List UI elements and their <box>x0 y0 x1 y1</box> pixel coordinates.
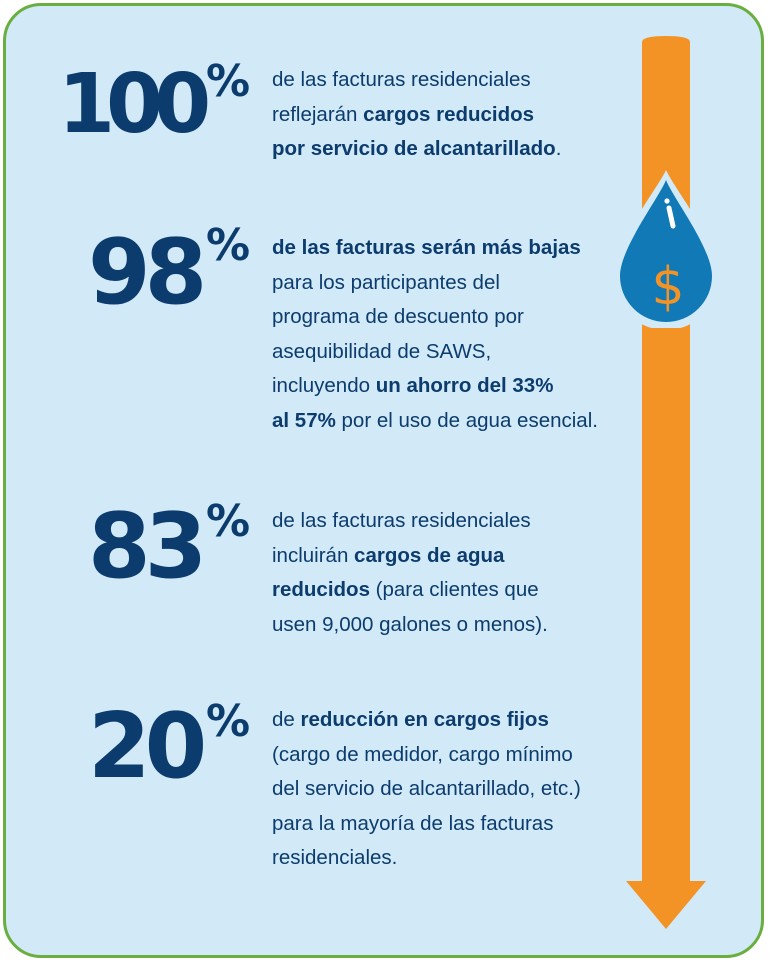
stat-number: 100 <box>58 57 211 152</box>
desc-text: reflejarán <box>272 102 364 126</box>
desc-highlight: un ahorro del 33% <box>375 374 554 397</box>
desc-text: por el uso de agua esencial. <box>335 408 598 432</box>
desc-text: de <box>272 708 301 731</box>
desc-text: (cargo de medidor, cargo mínimo <box>272 742 573 766</box>
desc-highlight: reducción en cargos fijos <box>300 708 549 731</box>
desc-highlight: cargos reducidos <box>363 102 535 126</box>
water-drop-dollar-icon: $ <box>610 166 722 333</box>
desc-highlight: cargos de agua <box>354 543 505 567</box>
desc-text: usen 9,000 galones o menos). <box>272 612 548 636</box>
desc-text: incluyendo <box>272 374 376 397</box>
desc-text: para la mayoría de las facturas <box>272 811 554 835</box>
stat-number: 20 <box>88 694 207 799</box>
desc-text: incluirán <box>272 543 355 567</box>
desc-text: . <box>555 137 562 160</box>
desc-text: asequibilidad de SAWS, <box>272 339 492 363</box>
desc-highlight: al 57% <box>272 408 336 432</box>
stat-description: de las facturas residenciales incluirán … <box>272 504 652 642</box>
desc-text: de las facturas residenciales <box>272 68 531 91</box>
desc-highlight: de las facturas serán más bajas <box>272 236 581 259</box>
stat-number: 83 <box>88 494 207 599</box>
stat-description: de reducción en cargos fijos (cargo de m… <box>272 703 652 876</box>
percent-sign: % <box>206 220 251 271</box>
stat-description: de las facturas serán más bajas para los… <box>272 231 642 438</box>
desc-highlight: por servicio de alcantarillado <box>272 137 556 160</box>
percent-sign: % <box>206 496 251 547</box>
desc-text: (para clientes que <box>369 578 539 601</box>
desc-text: programa de descuento por <box>272 305 524 328</box>
percent-sign: % <box>206 56 251 107</box>
desc-text: para los participantes del <box>272 270 500 294</box>
desc-text: de las facturas residenciales <box>272 509 531 532</box>
infographic-card: 100 % de las facturas residenciales refl… <box>3 3 764 958</box>
svg-text:$: $ <box>651 257 684 317</box>
percent-sign: % <box>206 696 251 747</box>
desc-text: del servicio de alcantarillado, etc.) <box>272 777 581 800</box>
desc-highlight: reducidos <box>272 578 370 601</box>
stat-description: de las facturas residenciales reflejarán… <box>272 63 652 167</box>
stat-number: 98 <box>88 220 207 325</box>
desc-text: residenciales. <box>272 846 398 869</box>
